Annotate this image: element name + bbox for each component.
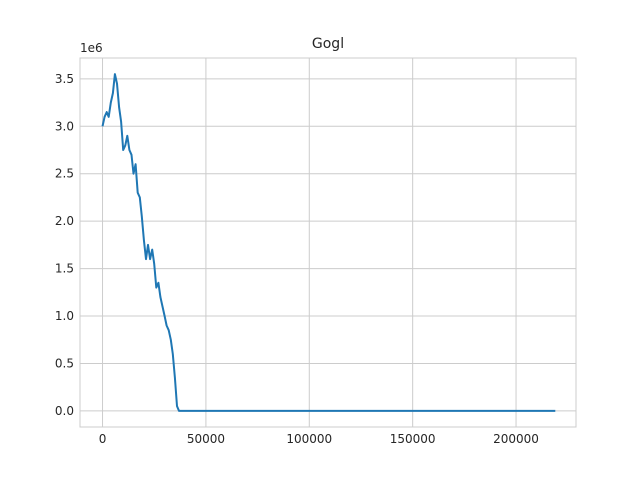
x-tick-label: 200000 <box>493 432 539 446</box>
y-tick-label: 3.5 <box>55 72 74 86</box>
y-tick-label: 2.5 <box>55 167 74 181</box>
y-tick-label: 3.0 <box>55 119 74 133</box>
plot-frame <box>79 57 577 428</box>
x-tick-label: 50000 <box>187 432 225 446</box>
y-offset-label: 1e6 <box>80 41 103 55</box>
y-tick-label: 1.5 <box>55 262 74 276</box>
x-tick-label: 0 <box>99 432 107 446</box>
y-tick-label: 0.5 <box>55 356 74 370</box>
chart-title: Gogl <box>312 36 344 52</box>
x-axis-ticks: 0 50000 100000 150000 200000 <box>99 432 539 446</box>
y-axis-ticks: 0.0 0.5 1.0 1.5 2.0 2.5 3.0 3.5 <box>55 72 74 418</box>
y-tick-label: 0.0 <box>55 404 74 418</box>
series-layer <box>101 73 556 412</box>
y-tick-label: 2.0 <box>55 214 74 228</box>
series-line <box>101 73 556 412</box>
y-tick-label: 1.0 <box>55 309 74 323</box>
x-tick-label: 100000 <box>286 432 332 446</box>
x-tick-label: 150000 <box>390 432 436 446</box>
